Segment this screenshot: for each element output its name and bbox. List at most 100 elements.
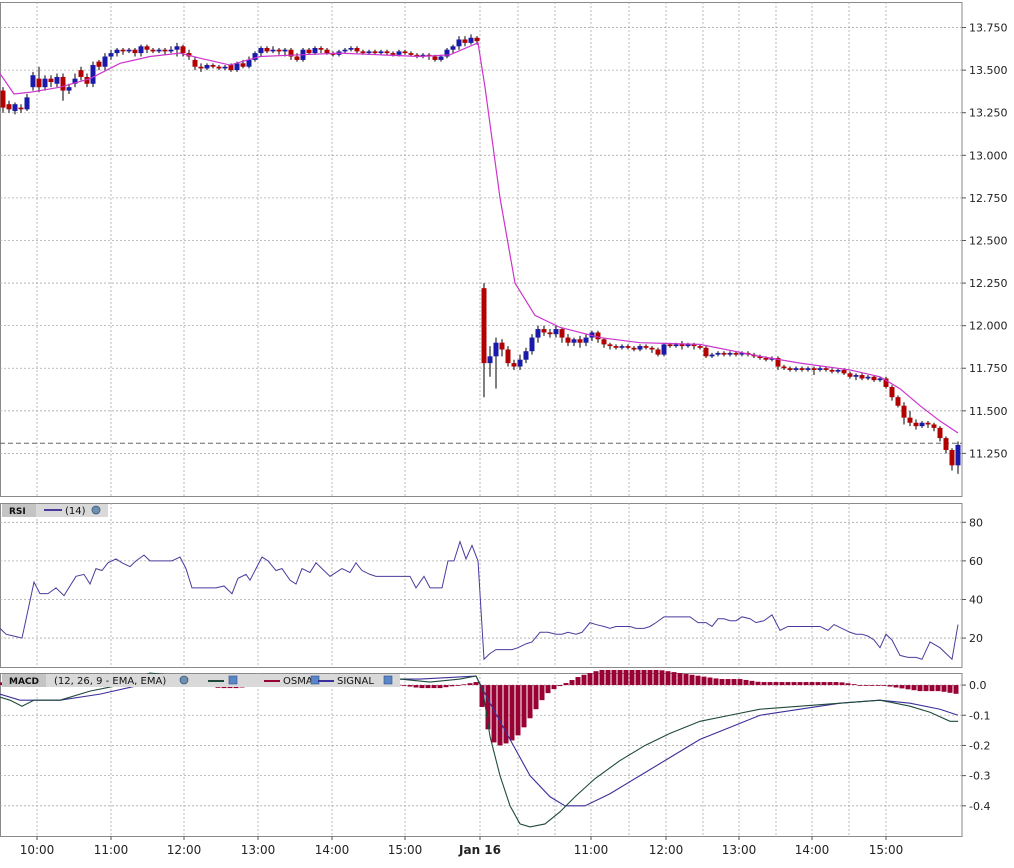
price-y-tick-label: 12.000 [969,320,1008,333]
checkbox-icon [228,675,238,685]
osma-bar [671,672,677,686]
osma-bar [701,676,707,686]
macd-legend-entry: SIGNAL [337,676,374,687]
x-tick-label: 13:00 [722,843,757,857]
osma-bar [827,682,833,686]
osma-bar [845,683,851,686]
osma-bar [929,685,935,692]
osma-bar [809,682,815,686]
candle-up [835,369,841,372]
osma-bar [623,669,629,686]
candle-down [943,438,949,451]
rsi-legend-label-box [2,504,36,517]
osma-bar [563,683,569,686]
osma-bar [953,685,959,694]
x-tick-label: Jan 16 [458,843,501,857]
candle-up [66,87,72,91]
osma-bar [539,685,545,701]
price-y-tick-label: 12.500 [969,234,1008,247]
osma-bar [593,671,599,686]
osma-bar [515,685,521,736]
osma-bar [575,677,581,686]
candle-down [96,61,102,67]
osma-bar [707,677,713,686]
osma-bar [695,675,701,686]
candle-down [691,344,697,347]
osma-bar [881,685,887,686]
osma-bar [941,685,947,692]
macd-legend-box [2,674,400,687]
macd-y-tick-label: -0.4 [969,800,990,813]
candle-down [505,349,511,364]
candle-up [108,53,114,57]
osma-bar [725,679,731,686]
candle-up [126,49,132,52]
osma-bar [719,679,725,686]
candle-down [384,51,390,54]
candle-up [685,344,691,347]
candle-up [817,368,823,370]
osma-bar [503,685,509,744]
candle-down [643,346,649,348]
candle-down [402,51,408,54]
grid [0,2,963,837]
candle-down [390,53,396,55]
osma-bar [521,685,527,728]
osma-bar [737,679,743,686]
x-tick-label: 11:00 [574,843,609,857]
candle-down [499,342,505,350]
candle-up [493,342,499,357]
candle-down [144,46,150,50]
x-tick-label: 12:00 [167,843,202,857]
osma-bar [785,682,791,686]
rsi-settings-icon [91,505,101,515]
candle-down [871,376,877,381]
candle-up [450,46,456,50]
candle-up [673,344,679,347]
candle-down [601,339,607,345]
candle-down [667,344,673,347]
candle-up [456,39,462,47]
candle-down [901,405,907,418]
candle-up [348,47,354,50]
osma-bar [905,685,911,690]
checkbox-icon [383,675,393,685]
osma-bar [755,681,761,686]
osma-bar [665,671,671,686]
candle-down [547,332,553,335]
candle-down [721,352,727,355]
candle-down [408,53,414,55]
candle-up [90,65,96,84]
candle-up [24,97,30,110]
candle-down [631,347,637,350]
candle-down [6,104,12,110]
macd-y-tick-label: -0.1 [969,709,990,722]
candle-up [865,376,871,379]
candle-up [12,104,18,112]
candle-down [462,39,468,43]
candle-down [198,66,204,69]
candle-down [625,346,631,348]
osma-bar [935,685,941,692]
osma-bar [893,685,899,688]
x-tick-label: 10:00 [20,843,55,857]
candle-down [180,46,186,54]
candle-down [799,368,805,370]
candle-down [18,107,24,110]
candle-down [162,49,168,52]
candle-down [937,427,943,439]
candle-down [781,366,787,369]
osma-bar [863,685,869,686]
osma-bar [641,669,647,686]
osma-bar [545,685,551,694]
candle-up [438,56,444,60]
osma-bar [551,685,557,690]
candle-down [925,422,931,425]
osma-bar [797,682,803,686]
candle-up [396,51,402,55]
osma-bar [497,685,503,746]
osma-bar [833,682,839,686]
candle-down [787,368,793,370]
osma-bar [803,682,809,686]
